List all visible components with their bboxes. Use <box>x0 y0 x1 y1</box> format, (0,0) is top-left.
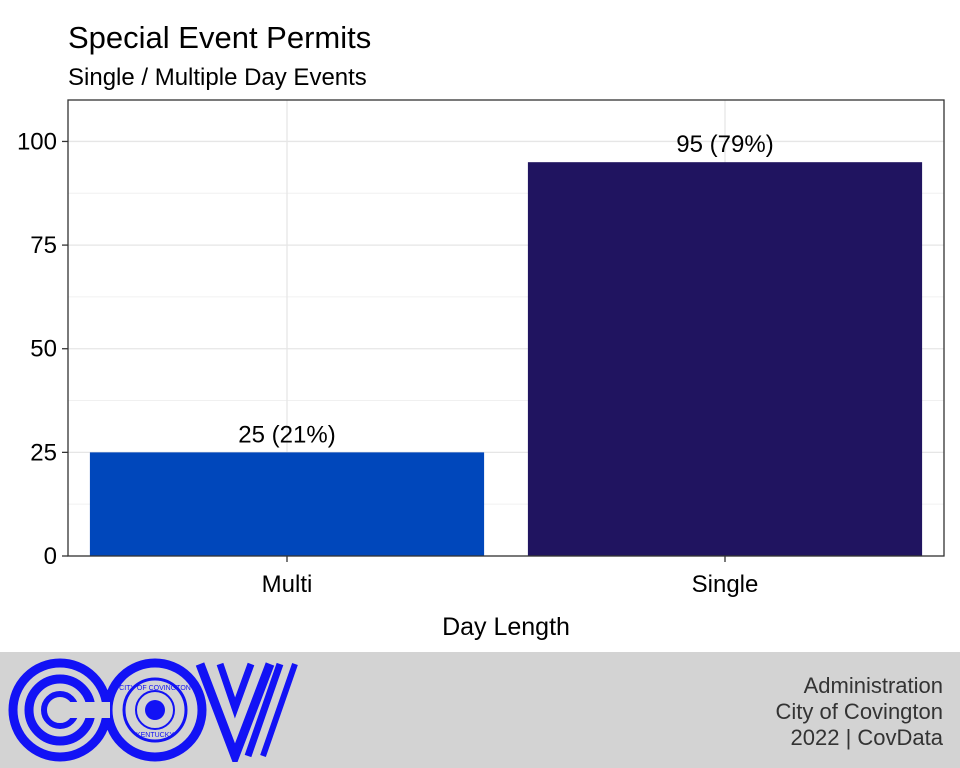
y-tick-label: 25 <box>30 439 57 466</box>
y-tick-label: 0 <box>44 543 57 570</box>
x-axis-title: Day Length <box>442 613 570 641</box>
chart-title: Special Event Permits <box>68 20 371 55</box>
seal-text-top: CITY OF COVINGTON <box>119 685 191 692</box>
cov-logo: CITY OF COVINGTON KENTUCKY <box>8 658 298 762</box>
y-tick-label: 100 <box>17 128 57 155</box>
seal-text-bottom: KENTUCKY <box>136 732 174 739</box>
bar-single <box>527 162 923 556</box>
footer-line-city: City of Covington <box>775 699 943 724</box>
y-tick-label: 75 <box>30 232 57 259</box>
footer-credits: Administration City of Covington 2022 | … <box>775 673 943 751</box>
bar-multi <box>89 452 485 556</box>
bar-chart: Special Event Permits Single / Multiple … <box>17 20 945 641</box>
plot-area: 25 (21%) 95 (79%) 0 25 50 75 100 Multi Single <box>17 99 945 598</box>
x-tick-label: Single <box>692 571 759 598</box>
chart-subtitle: Single / Multiple Day Events <box>68 64 367 91</box>
data-label: 95 (79%) <box>676 131 773 158</box>
plot-border <box>67 99 945 557</box>
data-label: 25 (21%) <box>238 421 335 448</box>
footer-line-department: Administration <box>803 673 943 698</box>
y-tick-label: 50 <box>30 336 57 363</box>
footer-banner: CITY OF COVINGTON KENTUCKY Administratio… <box>0 652 960 768</box>
footer-line-year-source: 2022 | CovData <box>790 725 943 750</box>
x-tick-label: Multi <box>262 571 313 598</box>
